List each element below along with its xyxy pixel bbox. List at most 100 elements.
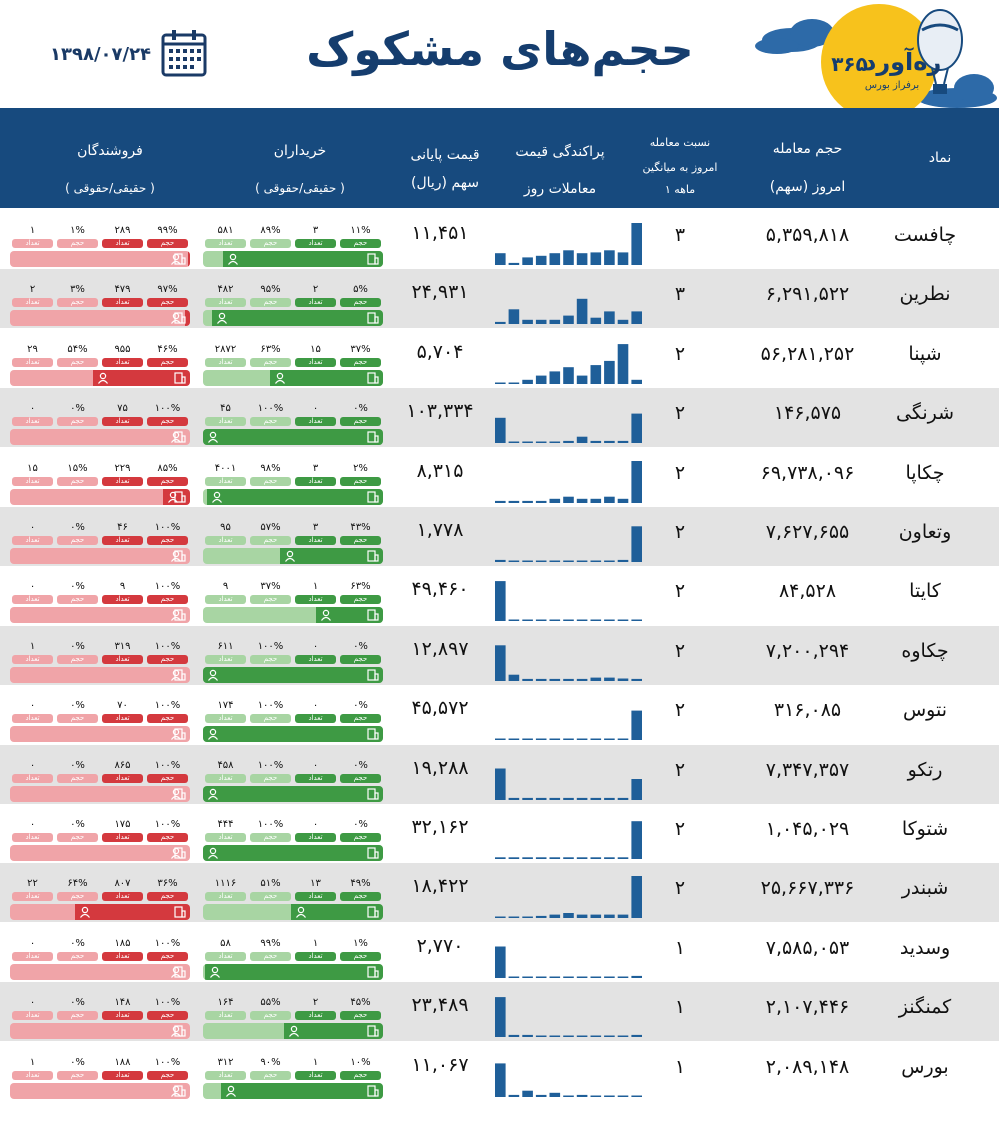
sparkline-bar (549, 560, 561, 562)
flow-label: تعداد (12, 357, 53, 367)
sparkline-bar (590, 677, 602, 681)
table-row[interactable]: وسدید ۷,۵۸۵,۰۵۳ ۱ ۲,۷۷۰ ۱% حجم ۱ تعداد ۹۹% حجم ۵۸ ت… (0, 923, 999, 982)
share-bar (10, 963, 190, 980)
flow-value: ۵% (353, 284, 368, 296)
sparkline-bar (631, 975, 642, 978)
flow-value: ۰% (353, 403, 368, 415)
buyers-widget: ۰% حجم ۰ تعداد ۱۰۰% حجم ۱۷۴ تعداد (203, 685, 383, 744)
sparkline-bar (522, 441, 533, 444)
sparkline-bar (617, 441, 629, 444)
person-icon (289, 1025, 299, 1038)
flow-value: ۱ (29, 1056, 36, 1068)
sparkline-bar (563, 250, 574, 265)
flow-label: حجم (147, 536, 188, 545)
sparkline-bar (604, 619, 615, 622)
dispersion-sparkline (495, 581, 642, 622)
sparkline-bar (563, 797, 574, 800)
flow-label: حجم (250, 1070, 291, 1080)
price-cell: ۴۹,۴۶۰ (411, 578, 469, 601)
flow-label: حجم (340, 417, 381, 427)
flow-label: تعداد (102, 595, 143, 605)
flow-value: ۱۶۴ (217, 997, 234, 1009)
flow-value: ۵۷% (260, 522, 281, 533)
flow-value: ۲۸۹ (114, 225, 131, 236)
flow-value: ۸۶۵ (114, 759, 131, 771)
table-row[interactable]: چافست ۵,۳۵۹,۸۱۸ ۳ ۱۱,۴۵۱ ۱۱% حجم ۳ تعداد ۸۹% حجم ۵… (0, 210, 999, 269)
table-row[interactable]: چکاوه ۷,۲۰۰,۲۹۴ ۲ ۱۲,۸۹۷ ۰% حجم ۰ تعداد ۱۰۰% حجم ۶… (0, 625, 999, 685)
table-row[interactable]: نطرین ۶,۲۹۱,۵۲۲ ۳ ۲۴,۹۳۱ ۵% حجم ۲ تعداد ۹۵% حجم ۴۸… (0, 269, 999, 329)
sparkline-bar (549, 441, 561, 444)
dispersion-sparkline (495, 768, 642, 800)
flow-label: تعداد (12, 1011, 53, 1021)
flow-label: تعداد (102, 773, 143, 783)
sparkline-bar (631, 778, 642, 800)
table-row[interactable]: کمنگنز ۲,۱۰۷,۴۴۶ ۱ ۲۳,۴۸۹ ۴۵% حجم ۲ تعداد ۵۵% حجم… (0, 982, 999, 1042)
person-icon (208, 728, 218, 741)
sparkline-bar (495, 581, 506, 622)
volume-cell: ۷,۳۴۷,۳۵۷ (765, 758, 850, 781)
share-bar-fill (203, 666, 383, 683)
flow-value: ۱ (29, 640, 36, 652)
flow-label: حجم (340, 239, 381, 248)
dispersion-sparkline (495, 946, 642, 978)
sparkline-bar (495, 559, 506, 562)
table-row[interactable]: شبندر ۲۵,۶۶۷,۳۳۶ ۲ ۱۸,۴۲۲ ۴۹% حجم ۱۳ تعداد ۵۱% حج… (0, 863, 999, 923)
sparkline-bar (549, 678, 561, 681)
flow-label: حجم (340, 1070, 381, 1080)
flow-label: حجم (250, 714, 291, 724)
sparkline-bar (563, 366, 574, 384)
sparkline-bar (617, 498, 629, 503)
sparkline-bar (590, 252, 602, 265)
table-row[interactable]: نتوس ۳۱۶,۰۸۵ ۲ ۴۵,۵۷۲ ۰% حجم ۰ تعداد ۱۰۰% حجم ۱۷۴ ت… (0, 685, 999, 744)
building-icon (367, 372, 379, 384)
dispersion-sparkline (495, 710, 642, 741)
symbol-cell: چکاپا (905, 461, 945, 484)
share-bar (203, 845, 383, 861)
top-banner: ۱۳۹۸/۰۷/۲۴ حجم‌های مشکوک ۳۶۵ ره‌آورد برف… (0, 0, 999, 120)
sparkline-bar (549, 1035, 561, 1038)
flow-label: تعداد (205, 714, 246, 724)
table-row[interactable]: شپنا ۵۶,۲۸۱,۲۵۲ ۲ ۵,۷۰۴ ۳۷% حجم ۱۵ تعداد ۶۳% حجم ۲… (0, 329, 999, 388)
col-volume-l2: امروز (سهم) (769, 179, 846, 195)
table-row[interactable]: شتوکا ۱,۰۴۵,۰۲۹ ۲ ۳۲,۱۶۲ ۰% حجم ۰ تعداد ۱۰۰% حجم ۴… (0, 804, 999, 863)
flow-value: ۱۸۸ (114, 1056, 131, 1068)
table-row[interactable]: چکاپا ۶۹,۷۳۸,۰۹۶ ۲ ۸,۳۱۵ ۲% حجم ۳ تعداد ۹۸% حجم ۴۰… (0, 448, 999, 507)
flow-label: تعداد (12, 298, 53, 308)
share-bar (10, 369, 190, 386)
sparkline-bar (535, 560, 547, 562)
flow-value: ۸۰۷ (114, 878, 131, 890)
sellers-widget: ۱۰۰% حجم ۹ تعداد ۰% حجم ۰ تعداد (10, 566, 190, 625)
flow-value: ۰ (29, 403, 36, 415)
flow-value: ۳ (312, 225, 319, 236)
symbol-cell: چافست (893, 224, 957, 246)
sparkline-bar (604, 914, 615, 919)
flow-label: حجم (147, 239, 188, 248)
table-row[interactable]: بورس ۲,۰۸۹,۱۴۸ ۱ ۱۱,۰۶۷ ۱۰% حجم ۱ تعداد ۹۰% حجم ۳۱… (0, 1042, 999, 1101)
flow-value: ۴۷۹ (114, 284, 131, 296)
flow-value: ۷۵ (117, 403, 128, 415)
price-cell: ۴۵,۵۷۲ (411, 697, 469, 720)
flow-label: حجم (250, 654, 291, 664)
sparkline-bar (535, 857, 547, 859)
sparkline-bar (508, 441, 520, 444)
flow-label: تعداد (295, 239, 336, 248)
sparkline-bar (508, 309, 520, 325)
table-row[interactable]: کایتا ۸۴,۵۲۸ ۲ ۴۹,۴۶۰ ۶۳% حجم ۱ تعداد ۳۷% حجم ۹ تعد… (0, 566, 999, 625)
table-row[interactable]: وتعاون ۷,۶۲۷,۶۵۵ ۲ ۱,۷۷۸ ۴۳% حجم ۳ تعداد ۵۷% حجم ۹… (0, 507, 999, 566)
flow-value: ۱۰۰% (257, 759, 284, 771)
sparkline-bar (604, 360, 615, 384)
share-bar-fill (222, 251, 383, 267)
table-row[interactable]: شرنگی ۱۴۶,۵۷۵ ۲ ۱۰۳,۳۳۴ ۰% حجم ۰ تعداد ۱۰۰% حجم ۴۵… (0, 388, 999, 448)
flow-label: تعداد (102, 1011, 143, 1021)
sparkline-bar (576, 253, 588, 265)
ratio-cell: ۱ (674, 936, 686, 959)
flow-label: حجم (340, 714, 381, 724)
table-row[interactable]: رتکو ۷,۳۴۷,۳۵۷ ۲ ۱۹,۲۸۸ ۰% حجم ۰ تعداد ۱۰۰% حجم ۴۵… (0, 744, 999, 804)
sparkline-bar (563, 1095, 574, 1097)
share-bar (10, 251, 190, 267)
flow-label: تعداد (295, 417, 336, 427)
sellers-widget: ۱۰۰% حجم ۱۸۸ تعداد ۰% حجم ۱ تعداد (10, 1042, 190, 1101)
sellers-widget: ۱۰۰% حجم ۷۰ تعداد ۰% حجم ۰ تعداد (10, 685, 190, 744)
ratio-cell: ۲ (674, 402, 686, 425)
flow-label: حجم (147, 1011, 188, 1021)
